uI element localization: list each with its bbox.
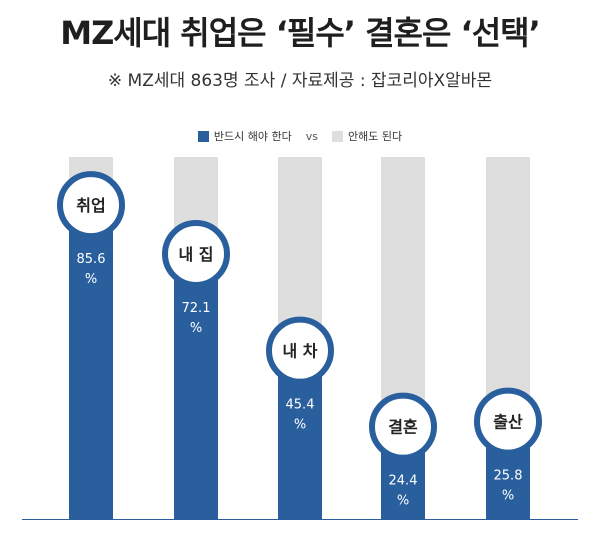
bar-required-0 <box>69 209 113 520</box>
category-badge-1 <box>162 219 230 288</box>
value-label-4: 25.8 <box>494 469 523 484</box>
legend-swatch-optional <box>331 130 343 142</box>
legend-separator: vs <box>305 129 318 143</box>
category-label-1: 내 집 <box>178 245 213 264</box>
chart-title: MZ세대 취업은 ‘필수’ 결혼은 ‘선택’ <box>60 14 541 52</box>
value-unit-1: % <box>190 321 202 336</box>
value-label-2: 45.4 <box>286 398 315 413</box>
value-unit-3: % <box>397 494 409 509</box>
category-label-2: 내 차 <box>282 342 317 361</box>
legend-label-required: 반드시 해야 한다 <box>213 130 292 143</box>
category-label-3: 결혼 <box>388 418 418 437</box>
value-label-3: 24.4 <box>389 474 418 489</box>
category-label-4: 출산 <box>493 413 523 432</box>
category-badge-0 <box>57 171 125 240</box>
value-label-0: 85.6 <box>77 252 106 267</box>
category-badge-3 <box>369 392 437 461</box>
value-unit-2: % <box>294 418 306 433</box>
legend-item-required: 반드시 해야 한다 <box>197 128 292 144</box>
value-label-1: 72.1 <box>182 301 211 316</box>
bar-required-1 <box>174 257 218 519</box>
category-label-0: 취업 <box>76 196 105 215</box>
value-unit-4: % <box>502 489 514 504</box>
category-badge-4 <box>474 387 542 456</box>
legend-label-optional: 안해도 된다 <box>347 130 403 143</box>
value-unit-0: % <box>85 272 97 287</box>
legend: 반드시 해야 한다 vs 안해도 된다 <box>0 128 600 144</box>
chart-subtitle: ※ MZ세대 863명 조사 / 자료제공 : 잡코리아X알바몬 <box>107 71 493 91</box>
legend-swatch-required <box>197 130 209 142</box>
category-badge-2 <box>266 316 334 385</box>
legend-item-optional: 안해도 된다 <box>331 128 403 144</box>
